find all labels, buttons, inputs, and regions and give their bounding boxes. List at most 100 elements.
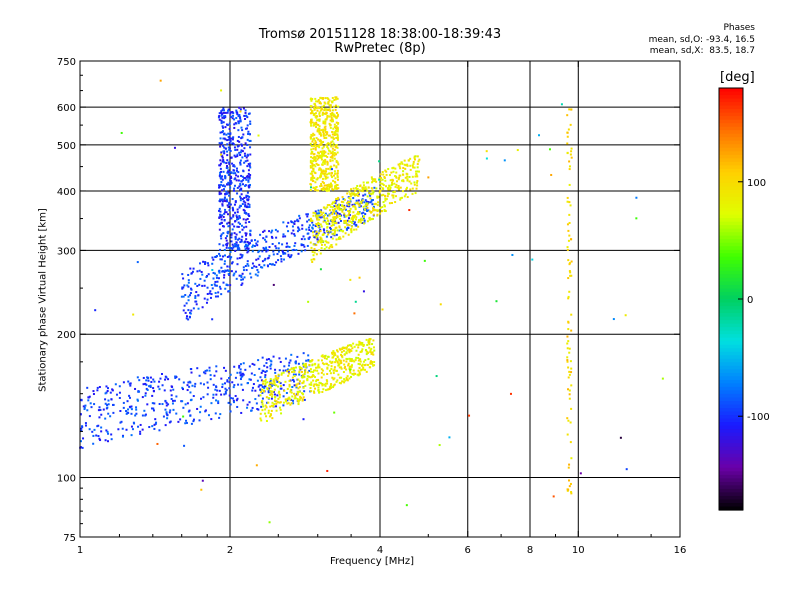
data-point [121,427,124,430]
data-point [389,179,392,182]
data-point [98,437,101,440]
data-point [88,415,91,418]
data-point [320,156,323,159]
data-point [237,122,240,125]
data-point [280,373,283,376]
data-point [106,430,109,433]
data-point [357,359,360,362]
data-point [199,277,202,280]
data-point [185,315,188,318]
colorbar-segment [719,256,743,261]
data-point [331,176,334,179]
data-point [239,371,242,374]
colorbar-segment [719,439,743,444]
data-point [243,196,246,199]
colorbar-segment [719,204,743,209]
data-point [236,186,239,189]
data-point [360,369,363,372]
data-point [619,436,622,439]
data-point [270,231,273,234]
data-point [273,264,276,267]
data-point [202,260,205,263]
data-point [278,369,281,372]
data-point [289,379,292,382]
data-point [127,408,130,411]
data-point [239,363,242,366]
data-point [285,392,288,395]
data-point [312,147,315,150]
data-point [228,387,231,390]
data-point [329,372,332,375]
data-point [278,401,281,404]
data-point [249,378,252,381]
data-point [222,144,225,147]
data-point [568,234,571,237]
data-point [256,408,259,411]
data-point [326,373,329,376]
data-point [335,243,338,246]
data-point [309,108,312,111]
data-point [221,225,224,228]
data-point [221,178,224,181]
data-point [237,245,240,248]
data-point [296,230,299,233]
data-point [191,384,194,387]
data-point [328,134,331,137]
data-point [328,388,331,391]
data-point [318,167,321,170]
data-point [335,197,338,200]
data-point [314,148,317,151]
data-point [224,369,227,372]
data-point [312,176,315,179]
data-point [337,178,340,181]
data-point [310,246,313,249]
y-tick-label: 750 [57,57,76,68]
data-point [318,112,321,115]
data-point [314,236,317,239]
data-point [360,343,363,346]
data-point [247,247,250,250]
data-point [248,365,251,368]
data-point [568,221,571,224]
colorbar-segment [719,464,743,469]
data-point [314,144,317,147]
data-point [275,402,278,405]
data-point [327,101,330,104]
data-point [288,245,291,248]
data-point [241,388,244,391]
data-point [146,388,149,391]
data-point [242,266,245,269]
data-point [387,188,390,191]
data-point [91,430,94,433]
data-point [105,407,108,410]
data-point [230,232,233,235]
data-point [311,111,314,114]
data-point [295,386,298,389]
x-tick-label: 4 [377,545,383,556]
data-point [355,188,358,191]
data-point [320,129,323,132]
y-axis-label: Stationary phase Virtual Height [km] [37,208,49,392]
data-point [253,363,256,366]
data-point [297,402,300,405]
data-point [267,387,270,390]
data-point [303,373,306,376]
data-point [568,213,571,216]
data-point [310,230,313,233]
data-point [345,360,348,363]
data-point [293,392,296,395]
data-point [247,185,250,188]
data-point [335,233,338,236]
data-point [334,96,337,99]
data-point [158,429,161,432]
data-point [266,366,269,369]
data-point [290,232,293,235]
data-point [115,393,118,396]
data-point [350,365,353,368]
data-point [251,266,254,269]
data-point [223,185,226,188]
data-point [568,183,571,186]
data-point [332,127,335,130]
data-point [312,132,315,135]
